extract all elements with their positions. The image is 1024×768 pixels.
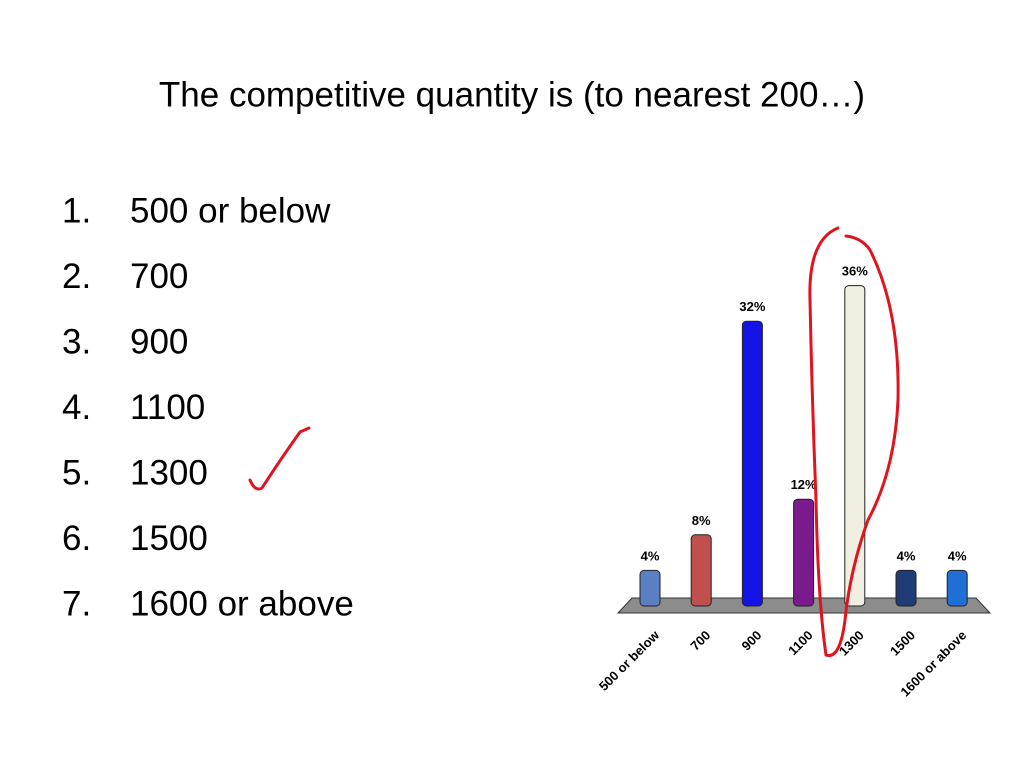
- list-number: 1.: [62, 191, 91, 230]
- option-list: 1. 500 or below 2. 700 3. 900 4. 1100 5. 1300 6. 15…: [62, 191, 354, 623]
- list-number: 2.: [62, 257, 91, 296]
- value-label: 4%: [897, 548, 916, 563]
- list-text: 500 or below: [130, 191, 331, 230]
- check-mark: [248, 426, 311, 491]
- list-number: 6.: [62, 519, 91, 558]
- list-text: 1100: [130, 388, 205, 427]
- bar: [639, 569, 661, 607]
- bar: [741, 320, 763, 607]
- value-label: 12%: [791, 477, 817, 492]
- list-number: 3.: [62, 322, 91, 361]
- value-label: 4%: [948, 548, 967, 563]
- highlight-circle: [808, 226, 900, 658]
- bar: [690, 534, 712, 607]
- bar: [844, 285, 866, 607]
- value-label: 36%: [842, 264, 868, 279]
- list-text: 1600 or above: [130, 584, 354, 623]
- list-number: 4.: [62, 388, 91, 427]
- slide-title: The competitive quantity is (to nearest …: [159, 75, 865, 114]
- value-label: 4%: [641, 548, 660, 563]
- list-text: 900: [130, 322, 188, 361]
- list-number: 7.: [62, 584, 91, 623]
- list-number: 5.: [62, 453, 91, 492]
- bar: [793, 498, 815, 607]
- bar: [946, 569, 968, 607]
- list-text: 1300: [130, 453, 208, 492]
- bar: [895, 569, 917, 607]
- list-text: 1500: [130, 519, 208, 558]
- value-label: 32%: [739, 299, 765, 314]
- list-text: 700: [130, 257, 188, 296]
- value-label: 8%: [692, 513, 711, 528]
